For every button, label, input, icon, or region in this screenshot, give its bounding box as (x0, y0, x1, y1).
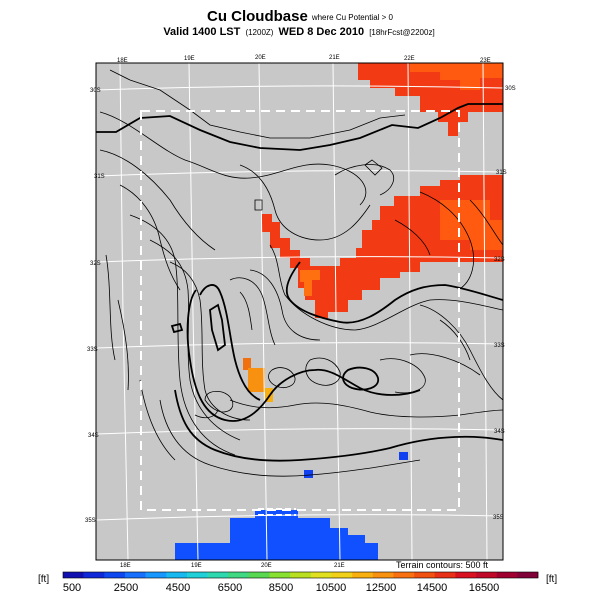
lon-label-top: 18E (117, 58, 128, 64)
lon-label-top: 22E (404, 56, 415, 62)
lat-label-left: 34S (88, 433, 99, 439)
lat-label-left: 33S (87, 347, 98, 353)
colorbar-label: 2500 (113, 582, 139, 594)
terrain-contour-note: Terrain contours: 500 ft (396, 560, 489, 570)
colorbar-swatch (476, 572, 497, 578)
title-block: Cu Cloudbase where Cu Potential > 0 Valid… (0, 8, 600, 38)
lat-label-left: 30S (90, 88, 101, 94)
graticule (95, 62, 504, 561)
valid-prefix: Valid (163, 26, 189, 38)
colorbar-swatch (352, 572, 374, 578)
colorbar-label: 8500 (268, 582, 294, 594)
valid-time-utc: (1200Z) (245, 28, 274, 37)
chart-qualifier: where Cu Potential > 0 (311, 12, 393, 22)
lon-label-bottom: 19E (191, 563, 202, 569)
colorbar-swatch (186, 572, 208, 578)
valid-date: WED 8 Dec 2010 (278, 26, 365, 38)
colorbar-swatch (228, 572, 250, 578)
colorbar-swatch (517, 572, 539, 578)
colorbar-frame (62, 571, 539, 579)
colorbar-swatch (104, 572, 126, 578)
lon-label-top: 21E (329, 55, 340, 61)
cloudbase-cells (175, 63, 503, 560)
lat-label-right: 30S (505, 86, 516, 92)
lon-label-bottom: 21E (334, 563, 345, 569)
colorbar-swatch (434, 572, 456, 578)
lat-label-right: 31S (496, 170, 507, 176)
lon-label-bottom: 18E (120, 563, 131, 569)
lat-label-right: 33S (494, 343, 505, 349)
colorbar-swatch (207, 572, 229, 578)
lon-label-top: 19E (184, 56, 195, 62)
colorbar-label: 6500 (217, 582, 243, 594)
lat-label-left: 32S (90, 261, 101, 267)
lat-label-left: 35S (85, 518, 96, 524)
colorbar-swatch (166, 572, 188, 578)
colorbar-swatch (455, 572, 477, 578)
station-marks (258, 508, 296, 516)
colorbar-swatch (248, 572, 270, 578)
colorbar-label: 14500 (416, 582, 448, 594)
colorbar-label: 12500 (365, 582, 397, 594)
colorbar-swatch (496, 572, 518, 578)
lat-label-left: 31S (94, 174, 105, 180)
domain-boundary (140, 110, 460, 511)
lat-label-right: 32S (494, 257, 505, 263)
lon-label-top: 20E (255, 55, 266, 61)
forecast-run: [18hrFcst@2200z] (369, 28, 435, 37)
colorbar-swatch (414, 572, 436, 578)
colorbar-swatch (145, 572, 167, 578)
map-frame (95, 62, 504, 561)
colorbar-swatch (393, 572, 415, 578)
colorbar-label: 10500 (315, 582, 347, 594)
colorbar-swatch (63, 572, 84, 578)
lat-label-right: 34S (494, 429, 505, 435)
map-background (96, 63, 503, 560)
colorbar-swatch (269, 572, 291, 578)
lat-label-right: 35S (493, 515, 504, 521)
chart-title: Cu Cloudbase (206, 8, 308, 25)
colorbar-label: 4500 (165, 582, 191, 594)
colorbar (63, 572, 539, 578)
colorbar-swatch (124, 572, 146, 578)
valid-time: 1400 LST (192, 26, 241, 38)
colorbar-label: 500 (62, 582, 82, 594)
colorbar-swatch (372, 572, 394, 578)
colorbar-swatch (310, 572, 332, 578)
colorbar-swatch (331, 572, 353, 578)
colorbar-label: 16500 (468, 582, 500, 594)
lon-label-top: 23E (480, 58, 491, 64)
colorbar-unit-right: [ft] (546, 574, 558, 585)
colorbar-swatch (83, 572, 105, 578)
colorbar-swatch (290, 572, 312, 578)
colorbar-unit-left: [ft] (38, 574, 50, 585)
lon-label-bottom: 20E (261, 563, 272, 569)
